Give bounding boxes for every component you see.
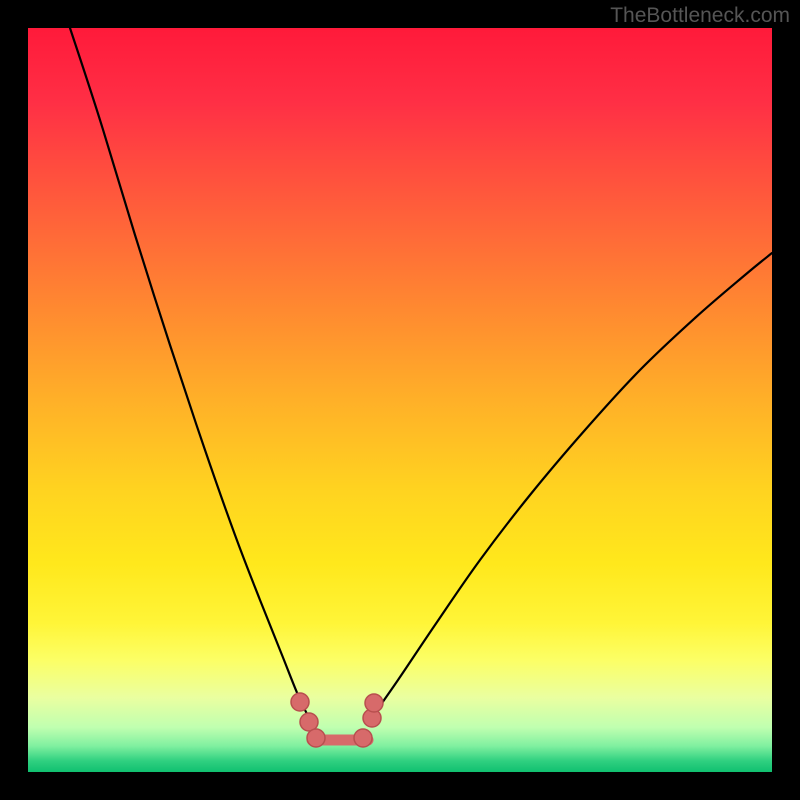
chart-frame	[28, 28, 772, 772]
gradient-background	[28, 28, 772, 772]
watermark-text: TheBottleneck.com	[610, 4, 790, 28]
chart-container: TheBottleneck.com	[0, 0, 800, 800]
